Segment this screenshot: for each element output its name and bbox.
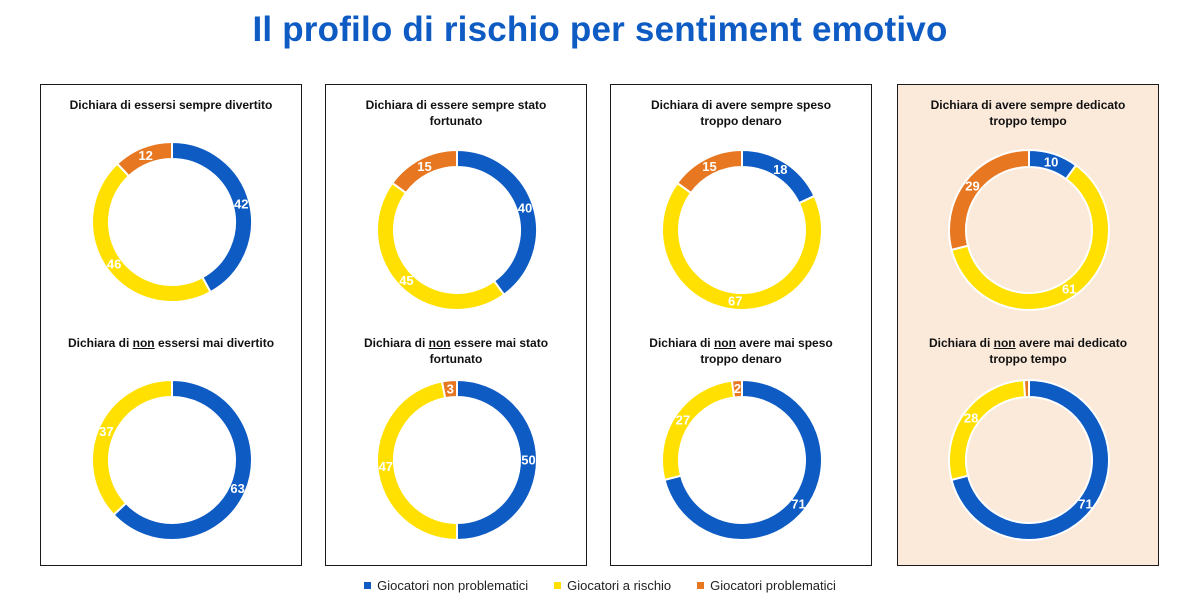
slice-problematici <box>948 148 1030 252</box>
donut-chart-top: 10 61 29 <box>948 148 1110 311</box>
chart-title-bottom: Dichiara di non essersi mai divertito <box>67 336 275 350</box>
donut-chart-bottom: 63 37 <box>91 378 253 541</box>
panel-fortunato: Dichiara di essere sempre stato fortunat… <box>325 84 587 566</box>
data-label-non-problematici: 71 <box>791 496 805 511</box>
slice-non-problematici <box>112 378 253 541</box>
slice-a-rischio <box>950 163 1110 311</box>
data-label-non-problematici: 71 <box>1078 496 1092 511</box>
data-label-problematici: 3 <box>447 381 454 396</box>
data-label-non-problematici: 42 <box>234 197 248 212</box>
panel-divertito: Dichiara di essersi sempre divertito Dich… <box>40 84 302 566</box>
legend-item-non-problematici: Giocatori non problematici <box>364 578 528 593</box>
page-title: Il profilo di rischio per sentiment emot… <box>252 10 948 49</box>
donut-chart-bottom: 71 28 <box>948 378 1110 541</box>
chart-title-top: Dichiara di essere sempre stato fortunat… <box>365 98 547 128</box>
legend-label-non-problematici: Giocatori non problematici <box>377 578 529 593</box>
legend-item-a-rischio: Giocatori a rischio <box>554 578 671 593</box>
data-label-a-rischio: 46 <box>107 257 121 272</box>
legend-swatch-a-rischio <box>554 582 562 589</box>
chart-title-bottom: Dichiara di non essere mai stato fortuna… <box>363 336 549 366</box>
slice-a-rischio <box>661 181 823 311</box>
slice-non-problematici <box>171 140 253 294</box>
slice-problematici <box>440 378 458 400</box>
panel-tempo: Dichiara di avere sempre dedicato troppo… <box>897 84 1159 566</box>
legend-swatch-problematici <box>697 582 705 589</box>
slice-a-rischio <box>376 181 506 311</box>
chart-title-top: Dichiara di avere sempre dedicato troppo… <box>930 98 1126 128</box>
slice-a-rischio <box>91 162 212 303</box>
slice-problematici <box>675 148 743 195</box>
data-label-non-problematici: 63 <box>230 481 244 496</box>
chart-title-bottom: Dichiara di non avere mai speso troppo d… <box>649 336 833 366</box>
data-label-a-rischio: 67 <box>728 294 742 309</box>
panel-denaro: Dichiara di avere sempre speso troppo de… <box>610 84 872 566</box>
legend-item-problematici: Giocatori problematici <box>697 578 836 593</box>
legend-label-a-rischio: Giocatori a rischio <box>567 578 672 593</box>
data-label-non-problematici: 10 <box>1044 154 1058 169</box>
data-label-a-rischio: 61 <box>1062 282 1076 297</box>
legend-swatch-non-problematici <box>364 582 372 589</box>
slice-non-problematici <box>663 378 823 541</box>
donut-chart-bottom: 71 27 2 <box>661 378 823 541</box>
chart-title-top: Dichiara di avere sempre speso troppo de… <box>650 98 832 128</box>
data-label-non-problematici: 40 <box>518 200 532 215</box>
donut-chart-top: 42 46 12 <box>91 140 253 303</box>
data-label-problematici: 2 <box>734 381 741 396</box>
legend-label-problematici: Giocatori problematici <box>710 578 836 593</box>
data-label-problematici: 15 <box>417 159 431 174</box>
slice-non-problematici <box>456 148 538 297</box>
slice-problematici <box>390 148 458 195</box>
donut-chart-top: 40 45 15 <box>376 148 538 311</box>
data-label-problematici: 29 <box>965 179 979 194</box>
data-label-a-rischio: 47 <box>379 459 393 474</box>
chart-legend: Giocatori non problematici Giocatori a r… <box>0 578 1200 593</box>
data-label-non-problematici: 18 <box>773 162 787 177</box>
slice-problematici <box>730 378 743 399</box>
data-label-a-rischio: 27 <box>676 412 690 427</box>
donut-chart-bottom: 50 47 3 <box>376 378 538 542</box>
slice-a-rischio <box>91 378 173 517</box>
chart-title-bottom: Dichiara di non avere mai dedicato tropp… <box>928 336 1128 366</box>
data-label-non-problematici: 50 <box>521 453 535 468</box>
slice-non-problematici <box>950 378 1110 541</box>
donut-chart-top: 18 67 15 <box>661 148 823 311</box>
slice-problematici <box>115 140 173 178</box>
data-label-a-rischio: 37 <box>99 424 113 439</box>
data-label-a-rischio: 45 <box>399 273 413 288</box>
slice-problematici <box>1022 378 1030 399</box>
chart-title-top: Dichiara di essersi sempre divertito <box>69 98 273 112</box>
data-label-problematici: 12 <box>138 148 152 163</box>
data-label-problematici: 15 <box>702 159 716 174</box>
slice-a-rischio <box>661 379 736 482</box>
data-label-a-rischio: 28 <box>964 410 978 425</box>
slice-a-rischio <box>948 379 1027 482</box>
